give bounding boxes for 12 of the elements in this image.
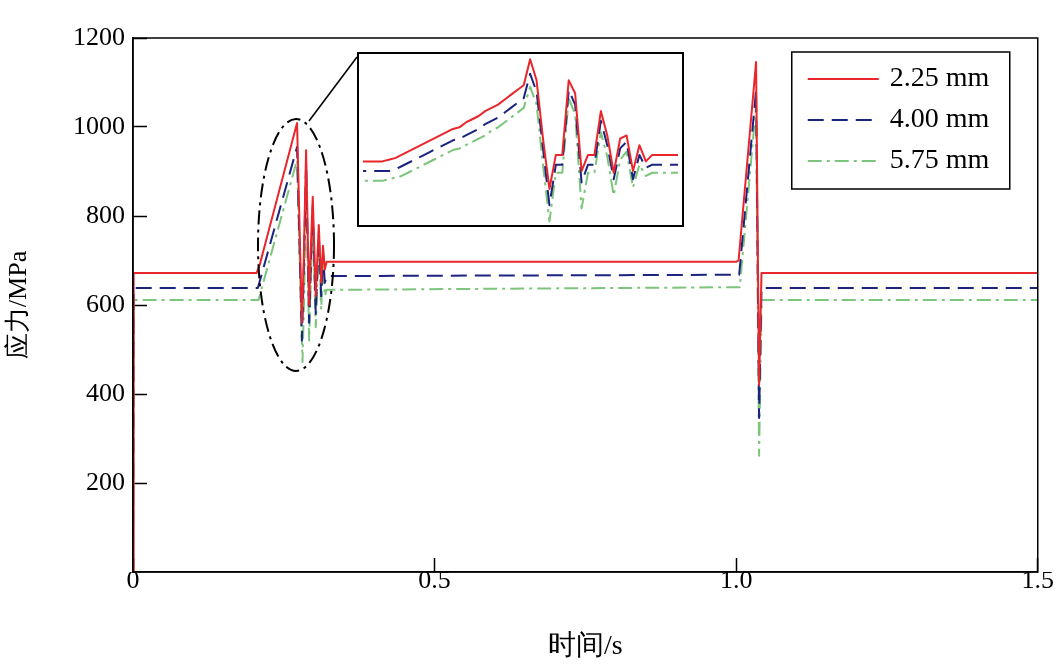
y-tick-label: 400 (86, 377, 125, 407)
legend-label: 4.00 mm (889, 102, 990, 134)
y-tick-label: 200 (86, 466, 125, 496)
y-tick-label: 1200 (73, 21, 125, 51)
x-tick-label: 1.0 (719, 565, 753, 595)
y-tick-label: 600 (86, 288, 125, 318)
y-tick-label: 1000 (73, 110, 125, 140)
legend-label: 5.75 mm (889, 143, 990, 175)
y-tick-label: 800 (86, 199, 125, 229)
x-axis-title: 时间/s (548, 628, 623, 660)
y-axis-title: 应力/MPa (3, 250, 33, 360)
legend-label: 2.25 mm (889, 61, 990, 93)
